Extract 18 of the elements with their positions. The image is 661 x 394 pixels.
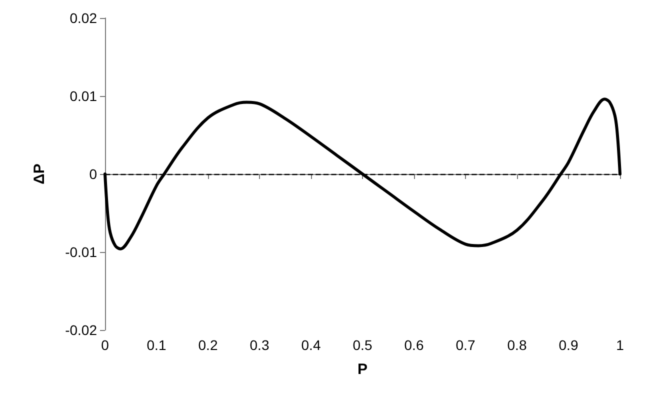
x-tick-label: 0.1 bbox=[146, 337, 166, 353]
x-tick-label: 0.7 bbox=[456, 337, 476, 353]
y-axis-title: ΔP bbox=[31, 164, 48, 184]
y-tick-label: 0 bbox=[89, 166, 98, 182]
x-tick-label: 0.3 bbox=[250, 337, 270, 353]
x-tick-label: 0.6 bbox=[404, 337, 424, 353]
y-tick-label: -0.01 bbox=[65, 244, 98, 260]
x-tick-label: 1 bbox=[616, 337, 624, 353]
x-tick-label: 0.5 bbox=[352, 337, 372, 353]
x-tick-label: 0.2 bbox=[198, 337, 218, 353]
y-tick-label: 0.02 bbox=[70, 10, 98, 26]
x-tick-label: 0.9 bbox=[558, 337, 578, 353]
y-tick-label: 0.01 bbox=[70, 88, 98, 104]
x-tick-label: 0.4 bbox=[301, 337, 321, 353]
y-tick-label: -0.02 bbox=[65, 322, 98, 338]
x-axis-title: P bbox=[357, 361, 368, 378]
x-tick-label: 0.8 bbox=[507, 337, 527, 353]
x-tick-label: 0 bbox=[101, 337, 110, 353]
